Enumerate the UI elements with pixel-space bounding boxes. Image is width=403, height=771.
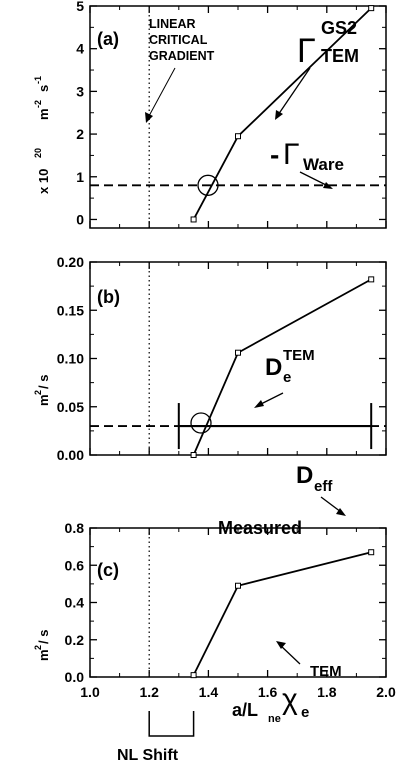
chi-tem-arrow [279,644,301,665]
panel-b-ylabel-rest: / s [36,375,51,389]
panel-b-ytick-label: 0.00 [57,447,84,463]
panel-a-ylabel-unit1: m [36,108,51,120]
critical-gradient-arrowhead [145,112,153,123]
panel-a-ylabel-exp: 20 [33,148,43,158]
xtick-label: 1.2 [139,684,159,700]
panel-b-data-point [235,349,241,356]
de-tem-arrowhead [254,400,264,408]
de-tem-symbol: D [265,354,282,381]
critical-gradient-arrow [148,67,176,117]
panel-c-ytick-label: 0.0 [65,669,85,685]
panel-c-ytick-label: 0.2 [65,632,85,648]
de-tem-superscript: TEM [283,347,315,364]
gamma-tem-symbol: Γ [297,32,316,70]
gamma-ware-subscript: Ware [303,155,344,174]
gamma-ware-arrow [299,171,329,187]
de-tem-arrow [258,392,284,406]
nl-shift-label: NL Shift [117,747,179,764]
panel-c-ylabel-rest: / s [36,630,51,644]
panel-a-ylabel-unit2-exp: -1 [33,76,43,84]
gamma-ware-prefix: - [270,139,279,170]
critical-gradient-label-line3: GRADIENT [149,49,215,63]
intersection-circle-b [190,412,212,434]
gamma-tem-arrow [277,67,311,116]
panel-a-ylabel-main: x 10 [36,169,51,194]
panel-b-ylabel-unit: m [36,394,51,406]
panel-a-ytick-label: 4 [76,41,84,57]
panel-b-data-point [368,276,375,283]
panel-b-label: (b) [97,287,120,307]
xlabel-main: a/L [232,700,258,720]
chi-tem-subscript: e [301,704,309,721]
panel-c-ylabel-unit: m [36,649,51,661]
panel-b-data-point [190,452,197,458]
deff-arrow [320,496,342,513]
xlabel-sub: ne [268,713,281,725]
xtick-label: 1.0 [80,684,100,700]
panel-c-data-point [235,582,241,589]
panel-a-frame [89,5,387,229]
panel-a-ytick-label: 5 [76,0,84,14]
chi-tem-symbol: χ [282,683,298,716]
panel-c-ytick-label: 0.8 [65,520,85,536]
panel-c-ytick-label: 0.4 [65,595,85,611]
panel-c-data-point [190,672,197,679]
panel-a-ytick-label: 3 [76,83,84,99]
xtick-label: 1.4 [199,684,219,700]
panel-a-ylabel-unit2: s [36,85,51,92]
panel-a-data-point [368,5,375,12]
chi-tem-superscript: TEM [310,663,342,680]
panel-c-ytick-label: 0.6 [65,557,85,573]
chi-tem-arrowhead [276,641,286,649]
panel-b-ytick-label: 0.10 [57,351,84,367]
gamma-ware-arrowhead [323,182,333,189]
critical-gradient-label-line2: CRITICAL [149,33,208,47]
panel-c-series-line [192,551,372,676]
critical-gradient-label-line1: LINEAR [149,17,196,31]
panel-c-data-point [368,549,375,556]
panel-a-data-point [235,133,241,140]
measured-label: Measured [218,518,302,538]
nl-shift-bracket [148,711,195,737]
gamma-ware-symbol: Γ [283,138,300,171]
panel-c-label: (c) [97,560,119,580]
panel-b-series-line [192,278,372,456]
panel-b-ytick-label: 0.05 [57,399,84,415]
plot-group: 0 1 2 3 4 5 0.00 0.05 0.10 0.15 0.20 0.0 0.2 0.4 0.6 0.… [57,0,396,737]
gamma-tem-superscript: GS2 [321,18,357,38]
panel-b-ylabel-exp: 2 [33,390,43,395]
de-tem-subscript: e [283,369,291,386]
gamma-tem-subscript: TEM [321,46,359,66]
deff-symbol: D [296,462,313,489]
panel-b-ytick-label: 0.20 [57,254,84,270]
panel-c-ylabel-exp: 2 [33,645,43,650]
xtick-label: 1.8 [317,684,337,700]
panel-a-ytick-label: 1 [76,169,84,185]
gamma-tem-arrowhead [275,110,283,120]
panel-a-ytick-label: 0 [76,211,84,227]
intersection-circle-a [197,174,219,196]
panel-a-ytick-label: 2 [76,126,84,142]
xtick-label: 1.6 [258,684,278,700]
deff-arrowhead [336,508,346,516]
panel-a-ylabel-unit1-exp: -2 [33,100,43,108]
panel-a-label: (a) [97,29,119,49]
panel-b-ytick-label: 0.15 [57,302,84,318]
panel-a-data-point [190,216,197,223]
deff-subscript: eff [314,478,333,495]
xtick-label: 2.0 [376,684,396,700]
panel-c-frame [89,527,387,678]
